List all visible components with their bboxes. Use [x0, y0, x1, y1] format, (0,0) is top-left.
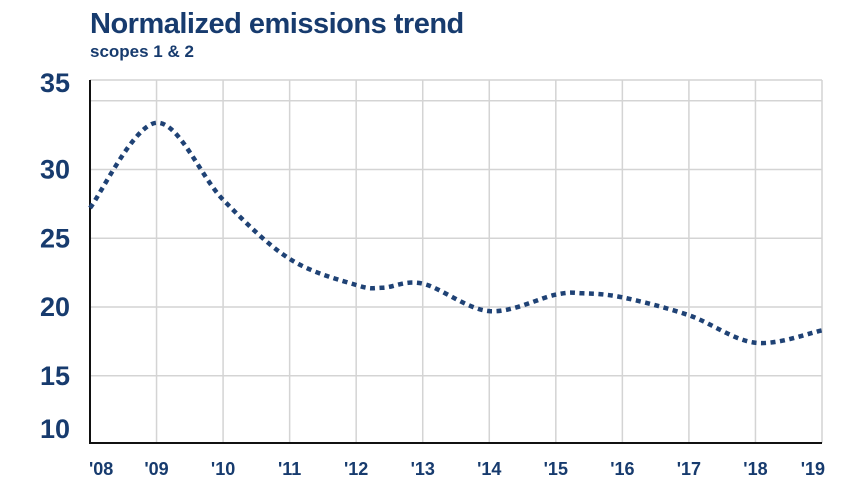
x-tick-label: '10	[211, 459, 235, 477]
chart-title: Normalized emissions trend	[90, 8, 464, 40]
grid-lines	[89, 79, 823, 443]
x-axis-tick-labels: '08 '09 '10 '11 '12 '13 '14 '15 '16 '17 '18 '19	[89, 459, 825, 477]
y-tick-label: 20	[40, 292, 70, 322]
y-tick-label: 10	[40, 414, 70, 444]
x-tick-label: '18	[743, 459, 767, 477]
y-tick-label: 25	[40, 223, 70, 253]
x-tick-label: '14	[477, 459, 501, 477]
y-tick-label: 30	[40, 155, 70, 185]
x-tick-label: '09	[144, 459, 168, 477]
x-tick-label: '19	[801, 459, 825, 477]
y-tick-label: 35	[40, 68, 70, 98]
x-tick-label: '17	[677, 459, 701, 477]
x-tick-label: '15	[544, 459, 568, 477]
series-layer	[88, 120, 823, 346]
x-tick-label: '13	[411, 459, 435, 477]
emissions-series-line	[88, 120, 823, 346]
x-tick-label: '12	[344, 459, 368, 477]
chart-subtitle: scopes 1 & 2	[90, 42, 194, 61]
y-tick-label: 15	[40, 361, 70, 391]
axes	[89, 80, 822, 444]
y-axis-tick-labels: 10 15 20 25 30 35	[40, 68, 70, 444]
x-tick-label: '16	[610, 459, 634, 477]
x-tick-label: '08	[89, 459, 113, 477]
x-tick-label: '11	[278, 459, 301, 477]
